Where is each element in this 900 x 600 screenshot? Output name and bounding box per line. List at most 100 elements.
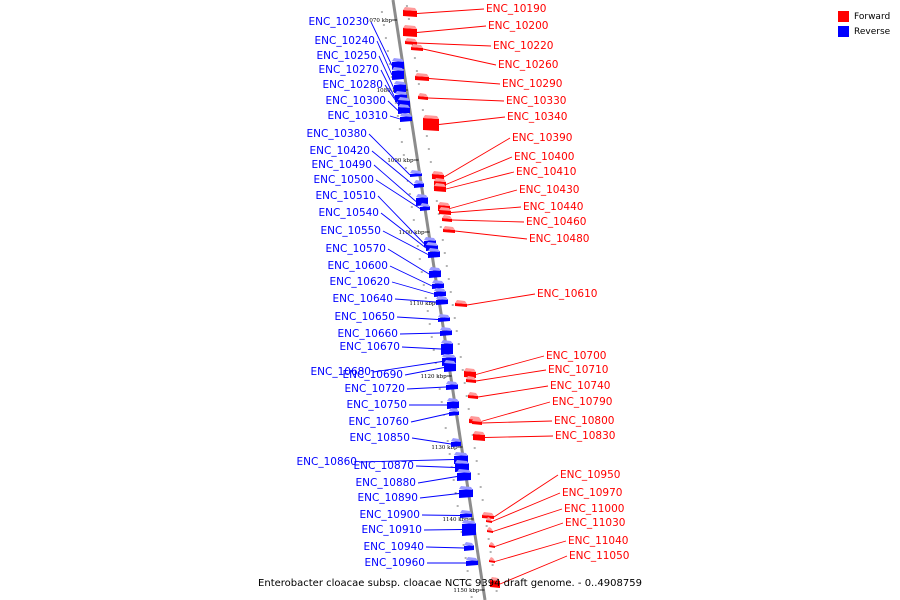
forward-gene-leader bbox=[438, 116, 506, 125]
forward-gene-glyph-top bbox=[486, 517, 492, 521]
scale-tick-label: 1100 kbp bbox=[398, 230, 425, 236]
reverse-gene-glyph-top bbox=[440, 327, 452, 331]
forward-gene-glyph-top bbox=[473, 431, 485, 435]
reverse-gene-glyph-top bbox=[400, 113, 412, 117]
reverse-gene-leader bbox=[358, 459, 455, 463]
reverse-gene-glyph-top bbox=[394, 81, 406, 85]
reverse-gene-glyph-top bbox=[398, 104, 410, 108]
reverse-gene-label: ENC_10870 bbox=[354, 460, 414, 472]
reverse-gene-leader bbox=[373, 164, 417, 202]
forward-gene-glyph bbox=[405, 41, 417, 45]
forward-gene-leader bbox=[466, 293, 536, 306]
reverse-gene-leader bbox=[387, 100, 399, 111]
reverse-gene-glyph bbox=[414, 183, 424, 188]
reverse-swatch bbox=[838, 26, 849, 37]
legend-item-reverse: Reverse bbox=[838, 24, 890, 39]
reverse-gene-leader bbox=[419, 493, 460, 499]
reverse-gene-glyph bbox=[449, 411, 459, 416]
reverse-gene-label: ENC_10690 bbox=[343, 369, 403, 381]
scale-tick-label: 1140 kbp bbox=[442, 517, 469, 523]
forward-gene-label: ENC_10260 bbox=[498, 59, 558, 71]
reverse-gene-glyph bbox=[466, 560, 478, 566]
forward-gene-leader bbox=[477, 385, 549, 398]
reverse-gene-label: ENC_10660 bbox=[338, 328, 398, 340]
reverse-gene-glyph-top bbox=[420, 203, 430, 207]
map-caption: Enterobacter cloacae subsp. cloacae NCTC… bbox=[258, 578, 642, 589]
forward-gene-label: ENC_10790 bbox=[552, 396, 612, 408]
reverse-gene-leader bbox=[380, 69, 396, 99]
forward-gene-glyph-top bbox=[403, 7, 417, 11]
forward-gene-leader bbox=[494, 522, 564, 547]
forward-gene-glyph bbox=[432, 174, 444, 180]
reverse-gene-leader bbox=[423, 529, 463, 531]
forward-gene-label: ENC_10430 bbox=[519, 184, 579, 196]
forward-gene-label: ENC_10480 bbox=[529, 233, 589, 245]
reverse-gene-label: ENC_10900 bbox=[360, 509, 420, 521]
forward-gene-leader bbox=[445, 171, 515, 190]
forward-gene-glyph bbox=[443, 229, 455, 233]
reverse-gene-label: ENC_10570 bbox=[326, 243, 386, 255]
forward-gene-glyph bbox=[466, 379, 476, 383]
forward-gene-glyph-top bbox=[439, 207, 451, 211]
reverse-gene-leader bbox=[415, 465, 456, 468]
reverse-gene-label: ENC_10850 bbox=[350, 432, 410, 444]
reverse-gene-label: ENC_10600 bbox=[328, 260, 388, 272]
reverse-gene-glyph bbox=[459, 489, 473, 498]
reverse-gene-leader bbox=[387, 248, 430, 275]
reverse-gene-leader bbox=[410, 413, 450, 423]
reverse-gene-glyph-top bbox=[398, 97, 410, 101]
reverse-gene-glyph-top bbox=[432, 280, 444, 284]
forward-gene-leader bbox=[491, 492, 561, 522]
forward-gene-label: ENC_10410 bbox=[516, 166, 576, 178]
legend-forward-label: Forward bbox=[854, 11, 891, 22]
reverse-gene-glyph-top bbox=[434, 288, 446, 292]
reverse-gene-leader bbox=[389, 115, 401, 120]
forward-gene-label: ENC_10400 bbox=[514, 151, 574, 163]
forward-gene-glyph bbox=[439, 210, 451, 215]
reverse-gene-glyph-top bbox=[454, 452, 468, 456]
reverse-gene-label: ENC_10490 bbox=[312, 159, 372, 171]
forward-gene-leader bbox=[422, 48, 497, 66]
forward-gene-label: ENC_10740 bbox=[550, 380, 610, 392]
reverse-gene-glyph-top bbox=[447, 398, 459, 402]
forward-gene-glyph bbox=[423, 118, 439, 131]
reverse-gene-glyph bbox=[410, 173, 422, 177]
forward-gene-leader bbox=[481, 420, 553, 424]
reverse-gene-leader bbox=[401, 346, 442, 350]
reverse-gene-glyph bbox=[392, 70, 404, 80]
reverse-gene-label: ENC_10230 bbox=[309, 16, 369, 28]
reverse-gene-label: ENC_10380 bbox=[307, 128, 367, 140]
forward-gene-leader bbox=[484, 435, 554, 438]
reverse-gene-glyph-top bbox=[424, 237, 436, 241]
forward-gene-glyph-top bbox=[434, 183, 446, 187]
reverse-gene-glyph-top bbox=[392, 58, 404, 62]
forward-gene-glyph-top bbox=[482, 512, 494, 516]
reverse-gene-label: ENC_10280 bbox=[323, 79, 383, 91]
legend: Forward Reverse bbox=[838, 9, 890, 39]
reverse-gene-glyph bbox=[436, 299, 448, 305]
forward-gene-leader bbox=[475, 369, 547, 382]
reverse-gene-glyph-top bbox=[449, 408, 459, 412]
reverse-gene-label: ENC_10890 bbox=[358, 492, 418, 504]
reverse-gene-glyph-top bbox=[464, 542, 474, 546]
forward-gene-leader bbox=[451, 219, 525, 223]
forward-gene-glyph-top bbox=[438, 202, 450, 206]
forward-gene-leader bbox=[494, 540, 567, 562]
forward-gene-label: ENC_10330 bbox=[506, 95, 566, 107]
reverse-gene-label: ENC_10720 bbox=[345, 383, 405, 395]
reverse-gene-glyph bbox=[451, 441, 461, 447]
reverse-gene-glyph-top bbox=[455, 460, 469, 464]
forward-gene-label: ENC_10700 bbox=[546, 350, 606, 362]
reverse-gene-glyph bbox=[447, 401, 459, 409]
forward-gene-leader bbox=[427, 97, 505, 102]
reverse-gene-label: ENC_10750 bbox=[347, 399, 407, 411]
reverse-gene-glyph-top bbox=[444, 360, 456, 364]
legend-item-forward: Forward bbox=[838, 9, 890, 24]
reverse-gene-glyph bbox=[432, 283, 444, 289]
reverse-gene-leader bbox=[399, 332, 441, 335]
forward-gene-glyph bbox=[442, 218, 452, 222]
reverse-gene-leader bbox=[425, 546, 465, 549]
forward-gene-label: ENC_10340 bbox=[507, 111, 567, 123]
forward-gene-glyph-top bbox=[405, 38, 417, 42]
